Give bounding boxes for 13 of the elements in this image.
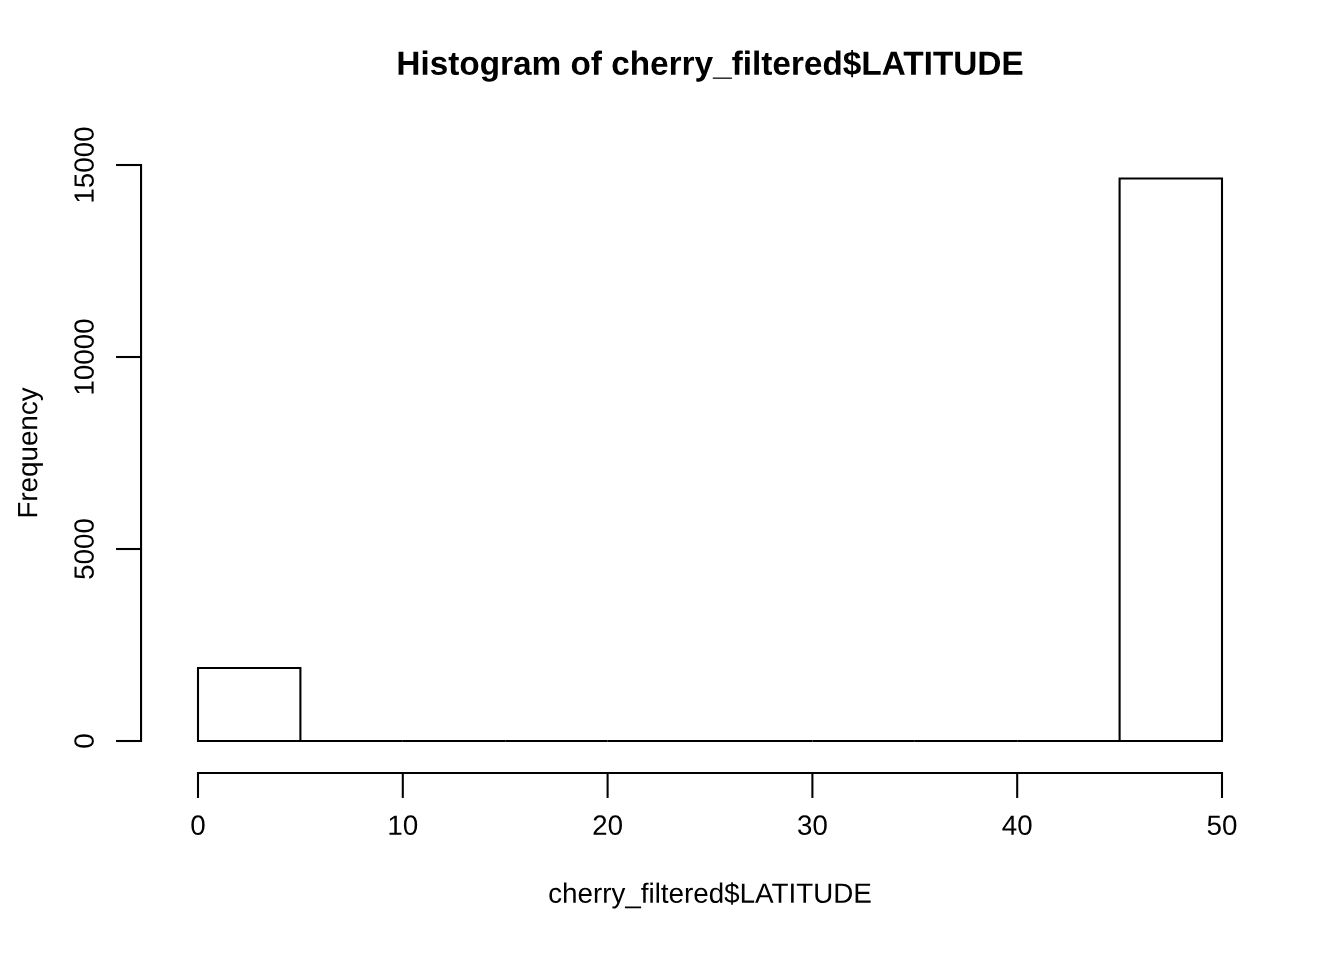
y-tick-label: 10000 <box>74 319 94 394</box>
x-axis-title: cherry_filtered$LATITUDE <box>549 882 871 909</box>
y-tick-label: 0 <box>74 734 94 748</box>
chart-title: Histogram of cherry_filtered$LATITUDE <box>398 49 1023 82</box>
x-tick-label: 50 <box>1207 815 1237 836</box>
y-tick-label: 5000 <box>74 519 94 579</box>
x-tick-label: 0 <box>191 815 205 836</box>
x-tick-label: 10 <box>389 815 418 836</box>
x-tick-label: 30 <box>798 815 827 836</box>
y-tick-label: 15000 <box>74 127 94 202</box>
y-axis-title: Frequency <box>18 387 43 517</box>
x-tick-label: 40 <box>1002 815 1032 836</box>
x-tick-label: 20 <box>593 815 622 836</box>
